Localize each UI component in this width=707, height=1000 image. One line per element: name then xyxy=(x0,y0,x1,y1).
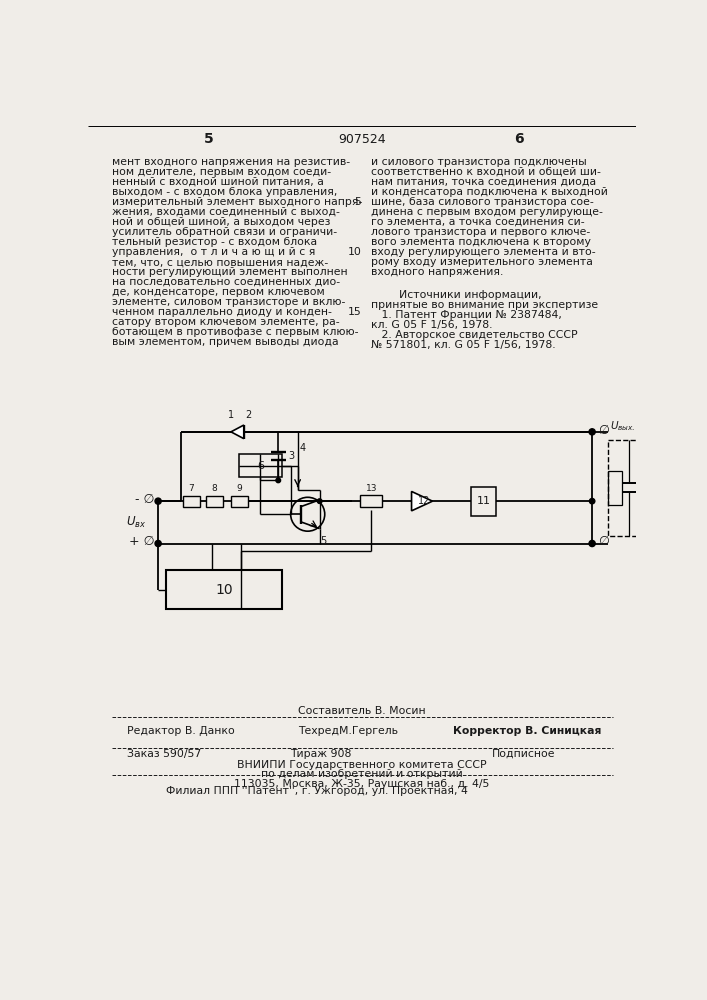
Text: ботающем в противофазе с первым клюю-: ботающем в противофазе с первым клюю- xyxy=(112,327,358,337)
Text: выходом - с входом блока управления,: выходом - с входом блока управления, xyxy=(112,187,337,197)
Text: измерительный элемент выходного напря-: измерительный элемент выходного напря- xyxy=(112,197,362,207)
Text: 113035, Москва, Ж-35, Раушская наб., д. 4/5: 113035, Москва, Ж-35, Раушская наб., д. … xyxy=(234,779,490,789)
Text: 2: 2 xyxy=(245,410,252,420)
Bar xyxy=(231,496,248,507)
Circle shape xyxy=(589,429,595,435)
Text: ∅: ∅ xyxy=(598,424,609,437)
Text: Источники информации,: Источники информации, xyxy=(371,290,542,300)
Text: мент входного напряжения на резистив-: мент входного напряжения на резистив- xyxy=(112,157,350,167)
Text: 12: 12 xyxy=(418,496,430,506)
Text: 10: 10 xyxy=(347,247,361,257)
Text: нам питания, точка соединения диода: нам питания, точка соединения диода xyxy=(371,177,597,187)
Polygon shape xyxy=(411,491,433,511)
Text: Тираж 908: Тираж 908 xyxy=(290,749,351,759)
Text: сатору втором ключевом элементе, ра-: сатору втором ключевом элементе, ра- xyxy=(112,317,339,327)
Text: Заказ 590/57: Заказ 590/57 xyxy=(127,749,201,759)
Text: ненный с входной шиной питания, а: ненный с входной шиной питания, а xyxy=(112,177,324,187)
Text: $U_{вх}$: $U_{вх}$ xyxy=(127,515,146,530)
Text: 5: 5 xyxy=(354,197,361,207)
Text: Редактор В. Данко: Редактор В. Данко xyxy=(127,726,235,736)
Text: ченном параллельно диоду и конден-: ченном параллельно диоду и конден- xyxy=(112,307,332,317)
Circle shape xyxy=(589,540,595,547)
Text: Филиал ППП ''Патент'', г. Ужгород, ул. Проектная, 4: Филиал ППП ''Патент'', г. Ужгород, ул. П… xyxy=(166,786,468,796)
Bar xyxy=(361,495,382,507)
Text: 11: 11 xyxy=(477,496,491,506)
Text: тем, что, с целью повышения надеж-: тем, что, с целью повышения надеж- xyxy=(112,257,328,267)
Bar xyxy=(206,496,223,507)
Text: по делам изобретений и открытий: по делам изобретений и открытий xyxy=(261,769,463,779)
Text: 10: 10 xyxy=(215,583,233,597)
Bar xyxy=(607,440,637,536)
Text: 2. Авторское свидетельство СССР: 2. Авторское свидетельство СССР xyxy=(371,330,578,340)
Circle shape xyxy=(155,540,161,547)
Text: 8: 8 xyxy=(212,484,218,493)
Circle shape xyxy=(155,498,161,504)
Text: на последовательно соединенных дио-: на последовательно соединенных дио- xyxy=(112,277,340,287)
Text: рому входу измерительного элемента: рому входу измерительного элемента xyxy=(371,257,593,267)
Text: 5: 5 xyxy=(204,132,214,146)
Text: тельный резистор - с входом блока: тельный резистор - с входом блока xyxy=(112,237,317,247)
Text: кл. G 05 F 1/56, 1978.: кл. G 05 F 1/56, 1978. xyxy=(371,320,493,330)
Text: де, конденсаторе, первом ключевом: де, конденсаторе, первом ключевом xyxy=(112,287,325,297)
Text: 3: 3 xyxy=(288,451,294,461)
Text: лового транзистора и первого ключе-: лового транзистора и первого ключе- xyxy=(371,227,590,237)
Text: - ∅: - ∅ xyxy=(135,493,154,506)
Text: динена с первым входом регулирующе-: динена с первым входом регулирующе- xyxy=(371,207,603,217)
Text: 7: 7 xyxy=(189,484,194,493)
Polygon shape xyxy=(231,425,244,439)
Text: Корректор В. Синицкая: Корректор В. Синицкая xyxy=(452,726,601,736)
Text: 907524: 907524 xyxy=(339,133,386,146)
Text: вым элементом, причем выводы диода: вым элементом, причем выводы диода xyxy=(112,337,338,347)
Text: ной и общей шиной, а выходом через: ной и общей шиной, а выходом через xyxy=(112,217,330,227)
Text: 4: 4 xyxy=(300,443,306,453)
Bar xyxy=(239,454,281,477)
Bar xyxy=(166,570,282,609)
Circle shape xyxy=(317,499,322,503)
Text: 6: 6 xyxy=(257,461,264,471)
Text: + ∅: + ∅ xyxy=(129,535,154,548)
Text: № 571801, кл. G 05 F 1/56, 1978.: № 571801, кл. G 05 F 1/56, 1978. xyxy=(371,340,556,350)
Text: ном делителе, первым входом соеди-: ном делителе, первым входом соеди- xyxy=(112,167,331,177)
Text: управления,  о т л и ч а ю щ и й с я: управления, о т л и ч а ю щ и й с я xyxy=(112,247,315,257)
Text: ∅: ∅ xyxy=(598,535,609,548)
Text: 9: 9 xyxy=(237,484,243,493)
Text: жения, входами соединенный с выход-: жения, входами соединенный с выход- xyxy=(112,207,339,217)
Text: вого элемента подключена к второму: вого элемента подключена к второму xyxy=(371,237,591,247)
Text: усилитель обратной связи и ограничи-: усилитель обратной связи и ограничи- xyxy=(112,227,337,237)
Text: шине, база силового транзистора сое-: шине, база силового транзистора сое- xyxy=(371,197,594,207)
Text: и конденсатора подключена к выходной: и конденсатора подключена к выходной xyxy=(371,187,608,197)
Text: входу регулирующего элемента и вто-: входу регулирующего элемента и вто- xyxy=(371,247,596,257)
Text: принятые во внимание при экспертизе: принятые во внимание при экспертизе xyxy=(371,300,598,310)
Text: 1. Патент Франции № 2387484,: 1. Патент Франции № 2387484, xyxy=(371,310,562,320)
Text: 6: 6 xyxy=(514,132,523,146)
Text: Составитель В. Мосин: Составитель В. Мосин xyxy=(298,706,426,716)
Text: $U_{вых.}$: $U_{вых.}$ xyxy=(609,420,635,433)
Circle shape xyxy=(276,478,281,483)
Text: элементе, силовом транзисторе и вклю-: элементе, силовом транзисторе и вклю- xyxy=(112,297,345,307)
Text: Подписное: Подписное xyxy=(491,749,555,759)
Text: го элемента, а точка соединения си-: го элемента, а точка соединения си- xyxy=(371,217,585,227)
Text: 13: 13 xyxy=(366,484,377,493)
Text: 1: 1 xyxy=(228,410,234,420)
Text: ТехредМ.Гергель: ТехредМ.Гергель xyxy=(298,726,397,736)
Text: и силового транзистора подключены: и силового транзистора подключены xyxy=(371,157,587,167)
Text: ВНИИПИ Государственного комитета СССР: ВНИИПИ Государственного комитета СССР xyxy=(237,760,486,770)
Text: ности регулирующий элемент выполнен: ности регулирующий элемент выполнен xyxy=(112,267,347,277)
Text: 15: 15 xyxy=(347,307,361,317)
Text: 5: 5 xyxy=(320,536,327,546)
Circle shape xyxy=(590,498,595,504)
Bar xyxy=(472,487,496,516)
Text: соответственно к входной и общей ши-: соответственно к входной и общей ши- xyxy=(371,167,601,177)
Bar xyxy=(183,496,200,507)
Text: входного напряжения.: входного напряжения. xyxy=(371,267,503,277)
Bar xyxy=(609,471,622,505)
